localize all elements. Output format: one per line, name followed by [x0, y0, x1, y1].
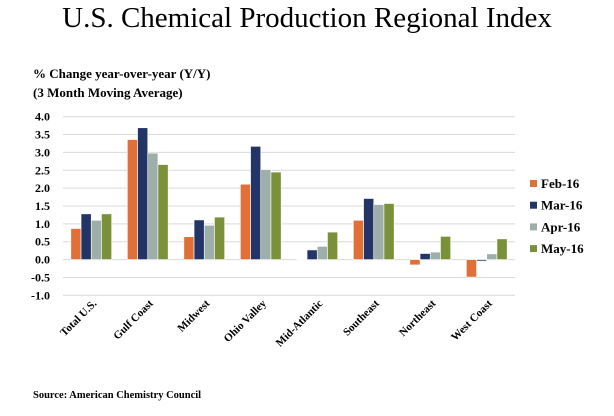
- y-tick-label: 3.5: [35, 128, 50, 142]
- bar-may-16: [214, 216, 225, 260]
- x-tick-label: Midwest: [175, 297, 212, 334]
- y-tick-label: 0.5: [35, 235, 50, 249]
- y-tick-label: -0.5: [31, 270, 50, 284]
- bar-feb-16: [127, 139, 138, 260]
- bar-apr-16: [429, 251, 441, 260]
- y-tick-label: 1.5: [35, 199, 50, 213]
- legend-swatch: [530, 180, 537, 187]
- chart-title: U.S. Chemical Production Regional Index: [62, 2, 552, 34]
- x-tick-label: Mid-Atlantic: [274, 298, 326, 350]
- y-tick-label: 3.0: [35, 145, 50, 159]
- bar-feb-16: [296, 258, 308, 261]
- bar-feb-16: [466, 259, 477, 278]
- bar-apr-16: [316, 246, 328, 260]
- legend-swatch: [530, 201, 537, 209]
- bar-apr-16: [373, 204, 385, 260]
- y-tick-label: 0.0: [35, 253, 50, 267]
- bar-mar-16: [363, 198, 375, 260]
- y-tick-label: 2.0: [35, 181, 50, 195]
- legend-label: Feb-16: [541, 176, 580, 191]
- bar-may-16: [383, 203, 395, 260]
- bar-feb-16: [70, 228, 82, 260]
- bar-mar-16: [137, 127, 149, 260]
- bar-mar-16: [250, 146, 262, 260]
- y-tick-label: 1.0: [35, 217, 50, 231]
- y-tick-label: 4.0: [35, 110, 50, 124]
- y-axis-label-line-2: (3 Month Moving Average): [33, 85, 183, 100]
- legend-label: Apr-16: [541, 219, 581, 234]
- bar-mar-16: [80, 213, 92, 260]
- bar-mar-16: [419, 253, 431, 260]
- bar-may-16: [327, 231, 338, 260]
- bar-apr-16: [260, 169, 272, 260]
- bar-apr-16: [486, 253, 498, 260]
- bar-mar-16: [476, 259, 488, 262]
- y-tick-label: 2.5: [35, 163, 50, 177]
- x-tick-label: Total U.S.: [58, 297, 99, 338]
- bar-may-16: [270, 171, 282, 260]
- bar-mar-16: [306, 249, 318, 260]
- legend-label: Mar-16: [541, 198, 583, 213]
- bar-feb-16: [240, 183, 251, 260]
- y-axis-label-line-1: % Change year-over-year (Y/Y): [33, 66, 211, 81]
- bar-apr-16: [90, 219, 102, 260]
- bar-may-16: [101, 213, 112, 260]
- bar-mar-16: [193, 219, 205, 260]
- x-tick-label: Southeast: [341, 297, 382, 338]
- source-note: Source: American Chemistry Council: [33, 390, 202, 401]
- y-tick-label: -1.0: [31, 288, 50, 302]
- x-tick-label: Northeast: [397, 297, 439, 339]
- legend-swatch: [530, 223, 537, 231]
- bar-may-16: [157, 164, 169, 260]
- bar-apr-16: [147, 152, 159, 260]
- bar-feb-16: [183, 236, 195, 260]
- bar-feb-16: [409, 259, 421, 266]
- x-tick-label: Gulf Coast: [111, 297, 156, 342]
- legend-label: May-16: [541, 241, 584, 256]
- x-tick-label: West Coast: [449, 297, 495, 343]
- bar-apr-16: [203, 224, 215, 260]
- x-tick-label: Ohio Valley: [222, 297, 270, 345]
- bar-may-16: [496, 238, 508, 260]
- legend-swatch: [530, 245, 537, 253]
- bar-may-16: [440, 236, 451, 260]
- bar-feb-16: [353, 219, 364, 260]
